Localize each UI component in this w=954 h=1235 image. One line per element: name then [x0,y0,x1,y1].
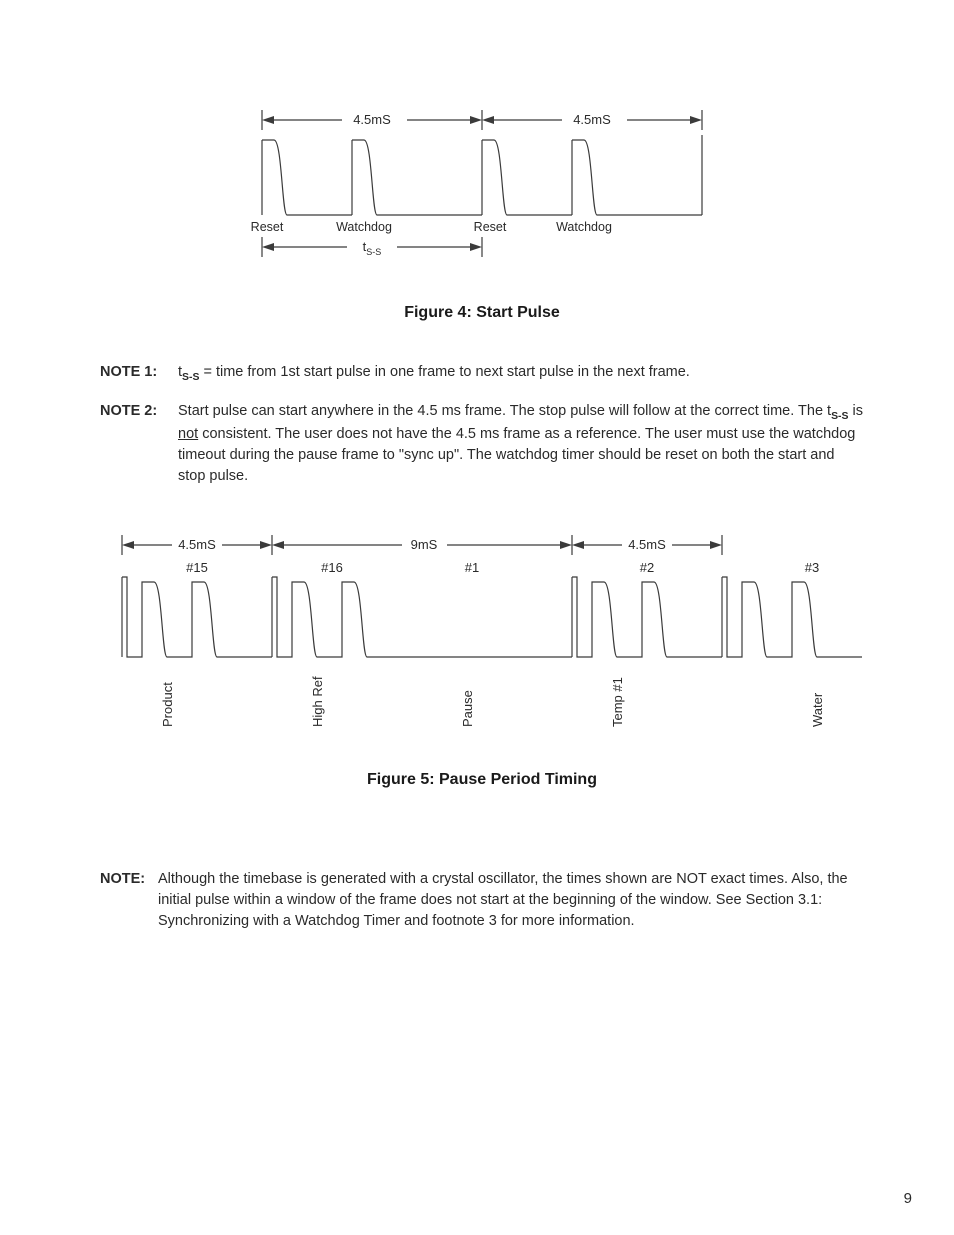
note-1-body: tS-S = time from 1st start pulse in one … [178,362,864,385]
fig4-timing-2: 4.5mS [573,112,611,127]
fig5-frame-0: #15 [186,560,208,575]
figure-5-caption: Figure 5: Pause Period Timing [100,771,864,789]
fig4-pulse-label-2: Reset [474,220,507,234]
fig5-vlabel-4: Water [810,692,825,727]
fig5-timing-2: 4.5mS [628,537,666,552]
figure-4-diagram: 4.5mS 4.5mS Reset Watchdog Reset Watchdo… [100,100,864,280]
fig4-pulse-label-1: Watchdog [336,220,392,234]
fig4-tss: tS-S [363,239,382,257]
figure-4-caption: Figure 4: Start Pulse [100,304,864,322]
note-2-body: Start pulse can start anywhere in the 4.… [178,401,864,487]
fig5-vlabel-1: High Ref [310,676,325,727]
fig5-frame-4: #3 [805,560,819,575]
fig4-pulse-label-3: Watchdog [556,220,612,234]
fig5-vlabel-3: Temp #1 [610,677,625,727]
note-1-label: NOTE 1: [100,362,178,385]
figure-4-svg: 4.5mS 4.5mS Reset Watchdog Reset Watchdo… [232,100,732,280]
note-3-label: NOTE: [100,869,158,932]
note-1: NOTE 1: tS-S = time from 1st start pulse… [100,362,864,385]
note-3-body: Although the timebase is generated with … [158,869,864,932]
page-number: 9 [904,1190,912,1207]
fig4-timing-1: 4.5mS [353,112,391,127]
page: 4.5mS 4.5mS Reset Watchdog Reset Watchdo… [0,0,954,1235]
notes-block-2: NOTE: Although the timebase is generated… [100,869,864,932]
notes-block-1: NOTE 1: tS-S = time from 1st start pulse… [100,362,864,487]
fig5-timing-0: 4.5mS [178,537,216,552]
note-2-label: NOTE 2: [100,401,178,487]
note-3: NOTE: Although the timebase is generated… [100,869,864,932]
fig5-timing-1: 9mS [411,537,438,552]
figure-5-diagram: 4.5mS 9mS 4.5mS #15 #16 #1 #2 #3 Product… [100,527,864,747]
fig5-vlabel-2: Pause [460,690,475,727]
note-2: NOTE 2: Start pulse can start anywhere i… [100,401,864,487]
fig5-frame-2: #1 [465,560,479,575]
figure-5-svg: 4.5mS 9mS 4.5mS #15 #16 #1 #2 #3 Product… [102,527,862,747]
fig4-pulse-label-0: Reset [251,220,284,234]
fig5-vlabel-0: Product [160,682,175,727]
fig5-frame-1: #16 [321,560,343,575]
fig5-frame-3: #2 [640,560,654,575]
